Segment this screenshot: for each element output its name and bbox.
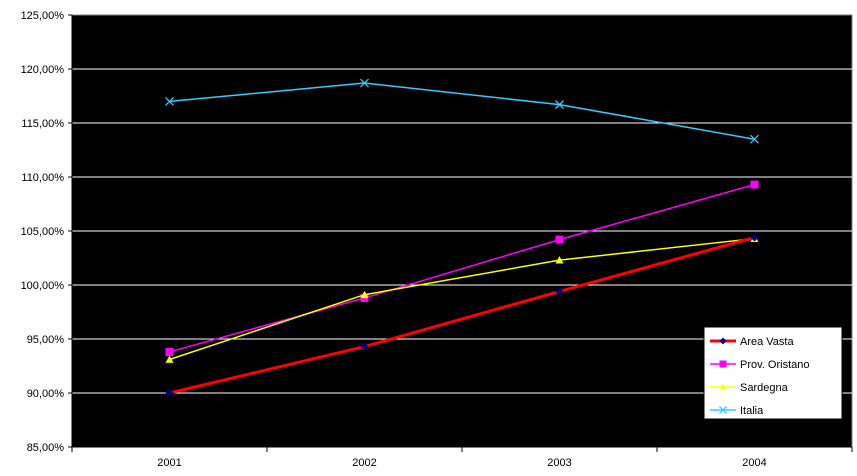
- x-tick-label: 2002: [352, 457, 376, 469]
- series-line: [169, 183, 755, 353]
- data-point: [555, 100, 564, 110]
- data-point: [555, 256, 564, 264]
- legend-entry: Area Vasta: [710, 336, 794, 348]
- data-point: [165, 355, 174, 363]
- legend-label: Italia: [740, 405, 764, 417]
- legend-entry: Italia: [710, 405, 764, 417]
- series-3: [165, 78, 759, 144]
- legend-label: Area Vasta: [740, 336, 794, 348]
- legend-marker: [719, 383, 727, 390]
- legend-entry: Sardegna: [710, 382, 789, 394]
- y-tick-label: 110,00%: [21, 172, 64, 184]
- data-point: [165, 96, 174, 106]
- x-tick-label: 2001: [157, 457, 181, 469]
- series-line: [169, 236, 755, 395]
- legend-marker: [719, 360, 727, 368]
- legend-label: Sardegna: [740, 382, 789, 394]
- data-point: [750, 233, 759, 242]
- series-line: [169, 237, 755, 361]
- legend-entry: Prov. Oristano: [710, 359, 810, 371]
- legend-label: Prov. Oristano: [740, 359, 810, 371]
- data-point: [750, 180, 759, 189]
- data-point: [165, 389, 174, 397]
- data-point: [360, 342, 369, 351]
- y-tick-label: 125,00%: [21, 10, 65, 22]
- y-tick-label: 120,00%: [21, 64, 65, 76]
- data-point: [360, 290, 369, 299]
- data-point: [555, 287, 564, 296]
- y-tick-label: 90,00%: [27, 388, 65, 400]
- data-point: [750, 134, 759, 144]
- series-0: [165, 233, 759, 397]
- legend-marker: [719, 406, 727, 414]
- legend-marker: [719, 337, 727, 345]
- y-tick-label: 100,00%: [21, 280, 65, 292]
- y-tick-label: 105,00%: [21, 226, 65, 238]
- legend: Area Vasta Prov. Oristano Sardegna Italia: [703, 326, 843, 420]
- axes: 85,00% 90,00% 95,00% 100,00% 105,00% 110,00% 1…: [21, 10, 853, 469]
- series-group: [165, 78, 759, 397]
- y-tick-label: 95,00%: [27, 334, 65, 346]
- y-tick-label: 85,00%: [27, 442, 65, 454]
- data-point: [360, 78, 369, 88]
- y-tick-label: 115,00%: [21, 118, 64, 130]
- x-tick-label: 2004: [742, 457, 766, 469]
- data-point: [165, 347, 174, 356]
- data-point: [555, 235, 564, 244]
- series-line: [169, 82, 755, 140]
- x-tick-label: 2003: [547, 457, 571, 469]
